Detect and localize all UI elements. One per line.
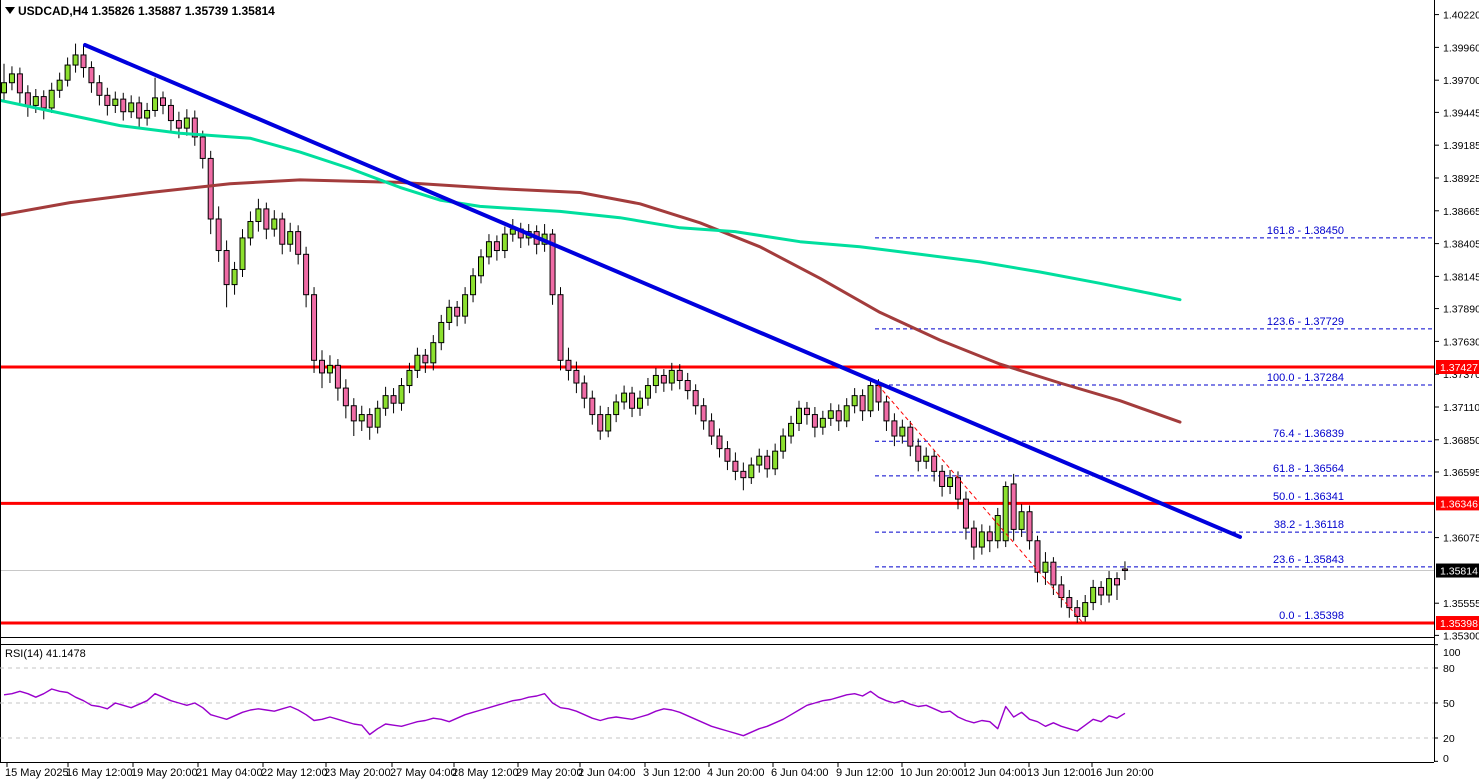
time-tick-label: 3 Jun 12:00 — [643, 767, 701, 779]
time-tick-label: 16 May 12:00 — [66, 767, 133, 779]
candles-layer — [1, 43, 1128, 623]
price-tick-label: 1.37630 — [1443, 336, 1479, 348]
time-tick-label: 9 Jun 12:00 — [836, 767, 894, 779]
rsi-tick-label: 50 — [1443, 698, 1455, 710]
time-tick-label: 23 May 20:00 — [324, 767, 391, 779]
fib-level-label: 50.0 - 1.36341 — [1273, 491, 1344, 503]
price-badge — [1436, 616, 1479, 631]
rsi-tick-label: 0 — [1443, 753, 1449, 765]
rsi-tick-label: 80 — [1443, 663, 1455, 675]
panel-borders — [0, 0, 1435, 763]
rsi-indicator-label: RSI(14) 41.1478 — [5, 648, 86, 660]
price-tick-label: 1.38925 — [1443, 173, 1479, 185]
time-tick-label: 22 May 12:00 — [261, 767, 328, 779]
rsi-panel[interactable]: 100 80 50 20 0 — [0, 644, 1461, 765]
price-tick-label: 1.36595 — [1443, 467, 1479, 479]
price-tick-label: 1.35300 — [1443, 630, 1479, 642]
price-tick-label: 1.38145 — [1443, 271, 1479, 283]
price-tick-label: 1.39960 — [1443, 42, 1479, 54]
rsi-line — [3, 688, 1126, 737]
time-tick-label: 12 Jun 04:00 — [963, 767, 1027, 779]
time-tick-label: 16 Jun 20:00 — [1090, 767, 1154, 779]
time-tick-label: 15 May 2025 — [5, 767, 69, 779]
fib-base-dashed-line[interactable] — [877, 384, 1084, 624]
price-badge — [1436, 563, 1479, 578]
price-tick-label: 1.35555 — [1443, 598, 1479, 610]
fib-level-label: 61.8 - 1.36564 — [1273, 463, 1344, 475]
price-tick-label: 1.39445 — [1443, 107, 1479, 119]
fib-level-label: 76.4 - 1.36839 — [1273, 428, 1344, 440]
fibonacci-retracement[interactable]: 161.8 - 1.38450 123.6 - 1.37729 100.0 - 1.… — [875, 225, 1434, 624]
price-tick-label: 1.39700 — [1443, 75, 1479, 87]
price-badge-label: 1.35814 — [1440, 566, 1478, 578]
time-tick-label: 4 Jun 20:00 — [707, 767, 765, 779]
fib-level-label: 100.0 - 1.37284 — [1267, 372, 1344, 384]
chart-title: USDCAD,H4 1.35826 1.35887 1.35739 1.3581… — [18, 4, 275, 18]
price-tick-label: 1.37890 — [1443, 304, 1479, 316]
price-tick-label: 1.40220 — [1443, 10, 1479, 22]
symbol-dropdown-icon[interactable] — [5, 7, 15, 14]
time-tick-label: 19 May 20:00 — [131, 767, 198, 779]
time-tick-label: 13 Jun 12:00 — [1027, 767, 1091, 779]
fib-level-label: 38.2 - 1.36118 — [1274, 519, 1344, 531]
price-badge-label: 1.37427 — [1440, 362, 1478, 374]
rsi-tick-label: 20 — [1443, 733, 1455, 745]
fib-level-label: 161.8 - 1.38450 — [1267, 225, 1344, 237]
time-tick-label: 27 May 04:00 — [390, 767, 457, 779]
time-tick-label: 21 May 04:00 — [196, 767, 263, 779]
time-tick-label: 10 Jun 20:00 — [900, 767, 964, 779]
moving-average-brown — [0, 178, 1182, 424]
price-tick-label: 1.38665 — [1443, 206, 1479, 218]
price-axis[interactable]: 1.40220 1.39960 1.39700 1.39445 1.39185 1.389… — [1434, 10, 1479, 643]
horizontal-level-lines[interactable] — [0, 365, 1434, 625]
rsi-tick-label: 100 — [1443, 647, 1461, 659]
price-badge — [1436, 496, 1479, 511]
time-tick-label: 28 May 12:00 — [452, 767, 519, 779]
fib-level-label: 123.6 - 1.37729 — [1267, 316, 1344, 328]
time-tick-label: 6 Jun 04:00 — [771, 767, 829, 779]
fib-level-label: 0.0 - 1.35398 — [1279, 610, 1344, 622]
price-tick-label: 1.36850 — [1443, 435, 1479, 447]
time-tick-label: 2 Jun 04:00 — [578, 767, 636, 779]
price-badge-label: 1.36346 — [1440, 498, 1478, 510]
price-tick-label: 1.36075 — [1443, 533, 1479, 545]
price-badge-label: 1.35398 — [1440, 618, 1478, 630]
trendline-blue[interactable] — [83, 42, 1242, 539]
price-tick-label: 1.37110 — [1443, 402, 1479, 414]
fib-level-label: 23.6 - 1.35843 — [1273, 554, 1344, 566]
moving-average-teal — [0, 98, 1182, 302]
price-tick-label: 1.38405 — [1443, 239, 1479, 251]
time-tick-label: 29 May 20:00 — [516, 767, 583, 779]
price-badge — [1436, 360, 1479, 374]
price-tick-label: 1.39185 — [1443, 140, 1479, 152]
